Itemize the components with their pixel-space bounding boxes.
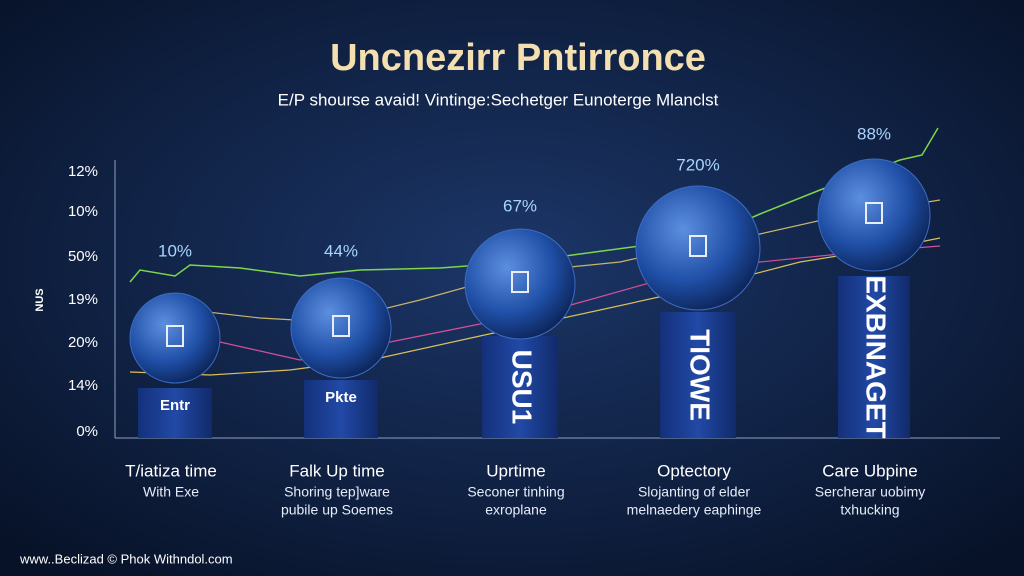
y-axis-label: 10%: [68, 203, 98, 220]
footer: www..Beclizad © Phok Withndol.com: [19, 551, 233, 566]
percent-label: 44%: [324, 241, 358, 260]
y-axis-label: 19%: [68, 291, 98, 308]
bar-text: Entr: [160, 397, 190, 414]
axis-side-label: NUS: [34, 288, 46, 311]
subtitle: E/P shourse avaid! Vintinge:Sechetger Eu…: [278, 90, 719, 109]
title: Uncnezirr Pntirronce: [330, 37, 706, 79]
y-axis-label: 0%: [76, 423, 98, 440]
globe: [290, 277, 392, 379]
column-description: Shoring tep]ware: [284, 484, 390, 500]
column-description: Slojanting of elder: [638, 484, 750, 500]
column-description: exroplane: [485, 502, 547, 518]
globe-icon: [865, 202, 883, 224]
globe: [817, 158, 931, 272]
percent-label: 10%: [158, 241, 192, 260]
percent-label: 67%: [503, 196, 537, 215]
percent-label: 88%: [857, 124, 891, 143]
column-heading: T/iatiza time: [125, 461, 217, 480]
globe-icon: [166, 325, 184, 347]
y-axis-label: 12%: [68, 163, 98, 180]
globe-icon: [689, 235, 707, 257]
bar-text: Pkte: [325, 389, 357, 406]
bar: [660, 312, 736, 438]
y-axis-label: 50%: [68, 248, 98, 265]
globe-icon: [511, 271, 529, 293]
column-description: Sercherar uobimy: [815, 484, 926, 500]
column-heading: Uprtime: [486, 461, 546, 480]
globe: [129, 292, 221, 384]
globe: [635, 185, 761, 311]
bar: [482, 336, 558, 438]
column-heading: Care Ubpine: [822, 461, 917, 480]
globe-icon: [332, 315, 350, 337]
globe: [464, 228, 576, 340]
column-heading: Optectory: [657, 461, 731, 480]
y-axis-label: 20%: [68, 334, 98, 351]
column-description: melnaedery eaphinge: [627, 502, 762, 518]
bar-text: EXBINAGET: [861, 275, 892, 438]
bar: [304, 380, 378, 438]
bar: [838, 276, 910, 438]
column-description: With Exe: [143, 484, 199, 500]
bar-text: USU1: [507, 350, 538, 425]
percent-label: 720%: [676, 155, 719, 174]
bar: [138, 388, 212, 438]
column-description: Seconer tinhing: [467, 484, 564, 500]
bar-text: TIOWE: [685, 329, 716, 421]
y-axis-label: 14%: [68, 377, 98, 394]
column-heading: Falk Up time: [289, 461, 384, 480]
column-description: txhucking: [840, 502, 899, 518]
column-description: pubile up Soemes: [281, 502, 393, 518]
